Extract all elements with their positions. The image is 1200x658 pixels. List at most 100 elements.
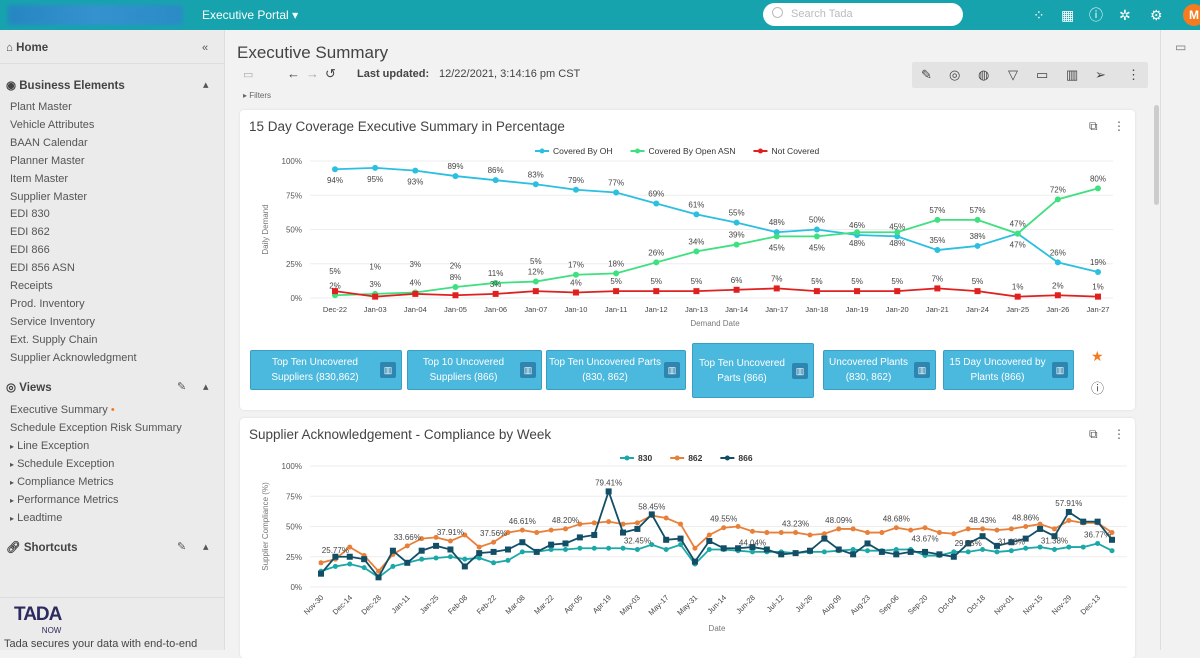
view-folder[interactable]: ▸ Performance Metrics <box>10 494 119 506</box>
present-icon[interactable]: ▭ <box>243 69 254 81</box>
y-tick-label: 75% <box>286 191 302 200</box>
more-icon[interactable]: ⋮ <box>1113 427 1125 441</box>
collapse-icon[interactable]: ▴ <box>203 541 209 553</box>
data-label: 48% <box>849 239 865 248</box>
sidebar-item[interactable]: Receipts <box>10 280 53 292</box>
bug-icon[interactable]: ✲ <box>1119 7 1131 23</box>
business-elements-header[interactable]: ◉ Business Elements <box>6 78 125 92</box>
back-icon[interactable]: ← <box>287 66 300 81</box>
send-icon[interactable]: ➢ <box>1095 67 1106 82</box>
data-point <box>562 546 568 552</box>
data-label: 26% <box>648 248 664 257</box>
panel-icon[interactable]: ▭ <box>1175 40 1187 54</box>
more-icon[interactable]: ⋮ <box>1127 67 1140 82</box>
compass-icon[interactable]: ◎ <box>949 67 961 82</box>
avatar[interactable]: M <box>1183 4 1200 26</box>
collapse-icon[interactable]: ▴ <box>203 79 209 91</box>
edit-icon[interactable]: ✎ <box>921 67 932 82</box>
view-schedule-exception-risk[interactable]: Schedule Exception Risk Summary <box>10 422 182 434</box>
shortcuts-header[interactable]: 🔗︎ Shortcuts <box>6 540 77 554</box>
report-button[interactable]: Top Ten Uncovered Parts (830, 862) ▥ <box>546 350 686 390</box>
sidebar-item[interactable]: EDI 856 ASN <box>10 262 75 275</box>
data-point <box>1037 544 1043 550</box>
presentation-icon[interactable]: ▭ <box>1036 67 1049 82</box>
sidebar-item[interactable]: Plant Master <box>10 101 72 113</box>
bulb-icon[interactable]: ◍ <box>978 67 990 82</box>
sidebar-item[interactable]: Vehicle Attributes <box>10 118 95 131</box>
star-icon[interactable]: ★ <box>1091 348 1104 364</box>
data-point <box>951 531 957 537</box>
data-point <box>865 548 871 554</box>
layout-icon[interactable]: ▥ <box>1066 67 1079 82</box>
sidebar-item[interactable]: Service Inventory <box>10 315 95 328</box>
edit-icon[interactable]: ✎ <box>177 381 187 393</box>
settings-icon[interactable]: ⚙ <box>1150 7 1163 23</box>
data-label: 58.45% <box>638 503 665 512</box>
collapse-sidebar-icon[interactable]: « <box>202 42 209 54</box>
data-point <box>605 488 612 495</box>
sidebar-item[interactable]: Item Master <box>10 172 69 185</box>
sidebar-item[interactable]: EDI 866 <box>10 244 50 257</box>
sidebar-item[interactable]: BAAN Calendar <box>10 136 88 149</box>
sidebar-item[interactable]: Planner Master <box>10 154 85 167</box>
data-label: 49.55% <box>710 515 737 524</box>
view-folder[interactable]: ▸ Compliance Metrics <box>10 476 114 488</box>
data-point <box>372 293 379 300</box>
data-point <box>965 549 971 555</box>
view-folder[interactable]: ▸ Leadtime <box>10 512 62 524</box>
sidebar-item[interactable]: Prod. Inventory <box>10 297 85 310</box>
help-icon[interactable]: ⓘ <box>1089 7 1103 23</box>
data-point <box>806 547 813 554</box>
copy-icon[interactable]: ⧉ <box>1089 427 1098 441</box>
data-point <box>620 545 626 551</box>
data-label: 1% <box>1092 283 1104 292</box>
data-point <box>505 530 511 536</box>
copy-icon[interactable]: ⧉ <box>1089 119 1098 133</box>
data-point <box>893 551 900 558</box>
search-input[interactable]: Search Tada <box>763 3 963 26</box>
scrollbar[interactable] <box>1154 105 1159 205</box>
data-point <box>1095 540 1101 546</box>
data-label: 26% <box>1050 248 1066 257</box>
sidebar-home[interactable]: ⌂ Home <box>6 42 48 54</box>
edit-icon[interactable]: ✎ <box>177 541 187 553</box>
filter-icon[interactable]: ▽ <box>1008 67 1018 82</box>
sidebar-item[interactable]: EDI 862 <box>10 226 50 239</box>
data-label: 45% <box>889 222 905 231</box>
sidebar-item[interactable]: Supplier Master <box>10 190 88 203</box>
view-executive-summary[interactable]: Executive Summary • <box>10 404 115 416</box>
info-icon[interactable]: ⓘ <box>1091 381 1105 396</box>
portal-selector[interactable]: Executive Portal ▾ <box>202 8 298 22</box>
data-label: 57% <box>929 206 945 215</box>
sidebar: ⌂ Home « ◉ Business Elements ▴ Plant Mas… <box>0 30 225 650</box>
report-button[interactable]: 15 Day Uncovered by Plants (866) ▥ <box>943 350 1074 390</box>
apps-grid-icon[interactable]: ▦ <box>1061 7 1075 23</box>
report-button[interactable]: Top Ten Uncovered Suppliers (830,862) ▥ <box>250 350 402 390</box>
report-button[interactable]: Top Ten Uncovered Parts (866) ▥ <box>692 343 814 398</box>
report-chart-icon: ▥ <box>380 362 396 378</box>
assistant-icon[interactable]: ⁘ <box>1033 7 1045 23</box>
report-button[interactable]: Uncovered Plants (830, 862) ▥ <box>823 350 936 390</box>
sidebar-item[interactable]: Ext. Supply Chain <box>10 333 98 346</box>
data-point <box>974 242 981 249</box>
sidebar-item[interactable]: Supplier Acknowledgment <box>10 351 137 364</box>
sidebar-item[interactable]: EDI 830 <box>10 208 50 221</box>
collapse-icon[interactable]: ▴ <box>203 381 209 393</box>
views-header[interactable]: ◎ Views <box>6 380 52 394</box>
top-bar: Executive Portal ▾ Search Tada ⁘ ▦ ⓘ ✲ ⚙… <box>0 0 1200 30</box>
last-updated-label: Last updated: <box>357 68 430 80</box>
view-folder[interactable]: ▸ Line Exception <box>10 440 89 452</box>
filters-toggle[interactable]: ▸ Filters <box>243 91 272 100</box>
caret-right-icon: ▸ <box>10 459 15 469</box>
data-point <box>893 525 899 531</box>
data-label: 55% <box>729 209 745 218</box>
forward-icon[interactable]: → <box>306 66 319 81</box>
data-point <box>532 181 539 188</box>
history-icon[interactable]: ↺ <box>325 66 336 81</box>
data-point <box>634 520 640 526</box>
view-folder[interactable]: ▸ Schedule Exception <box>10 458 114 470</box>
report-button[interactable]: Top 10 Uncovered Suppliers (866) ▥ <box>407 350 542 390</box>
data-point <box>548 546 554 552</box>
more-icon[interactable]: ⋮ <box>1113 119 1125 133</box>
data-point <box>548 541 555 548</box>
